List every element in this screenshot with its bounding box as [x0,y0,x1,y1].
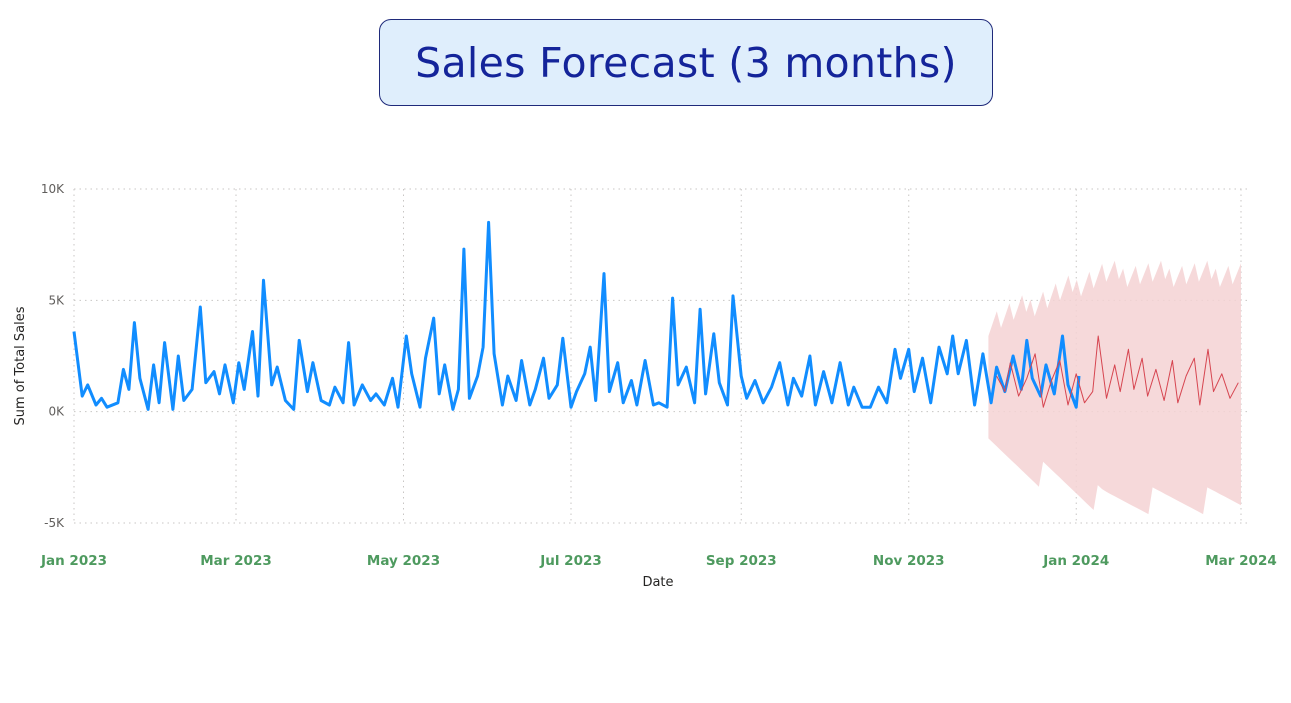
title-box: Sales Forecast (3 months) [379,19,993,106]
y-tick-label: 0K [48,405,65,419]
forecast-confidence-band [988,260,1241,515]
x-tick-label: Mar 2024 [1205,553,1276,569]
tick-labels: 10K 5K 0K -5K Jan 2023 Mar 2023 May 2023 Jul 20… [40,182,1277,569]
x-axis-label: Date [642,575,673,590]
x-tick-label: Mar 2023 [200,553,271,569]
y-axis-label: Sum of Total Sales [13,306,28,425]
x-tick-label: Sep 2023 [706,553,777,569]
x-tick-label: Nov 2023 [873,553,945,569]
forecast-line [996,335,1239,408]
series-layer [72,220,1239,411]
x-tick-label: Jul 2023 [539,553,602,569]
page-title: Sales Forecast (3 months) [415,38,957,87]
y-tick-label: -5K [44,516,65,530]
confidence-band-layer [988,260,1241,515]
y-tick-label: 10K [41,182,65,196]
x-tick-label: Jan 2024 [1042,553,1109,569]
y-tick-label: 5K [48,293,65,307]
x-tick-label: Jan 2023 [40,553,107,569]
x-tick-label: May 2023 [367,553,440,569]
actual-sales-line [72,220,1081,411]
